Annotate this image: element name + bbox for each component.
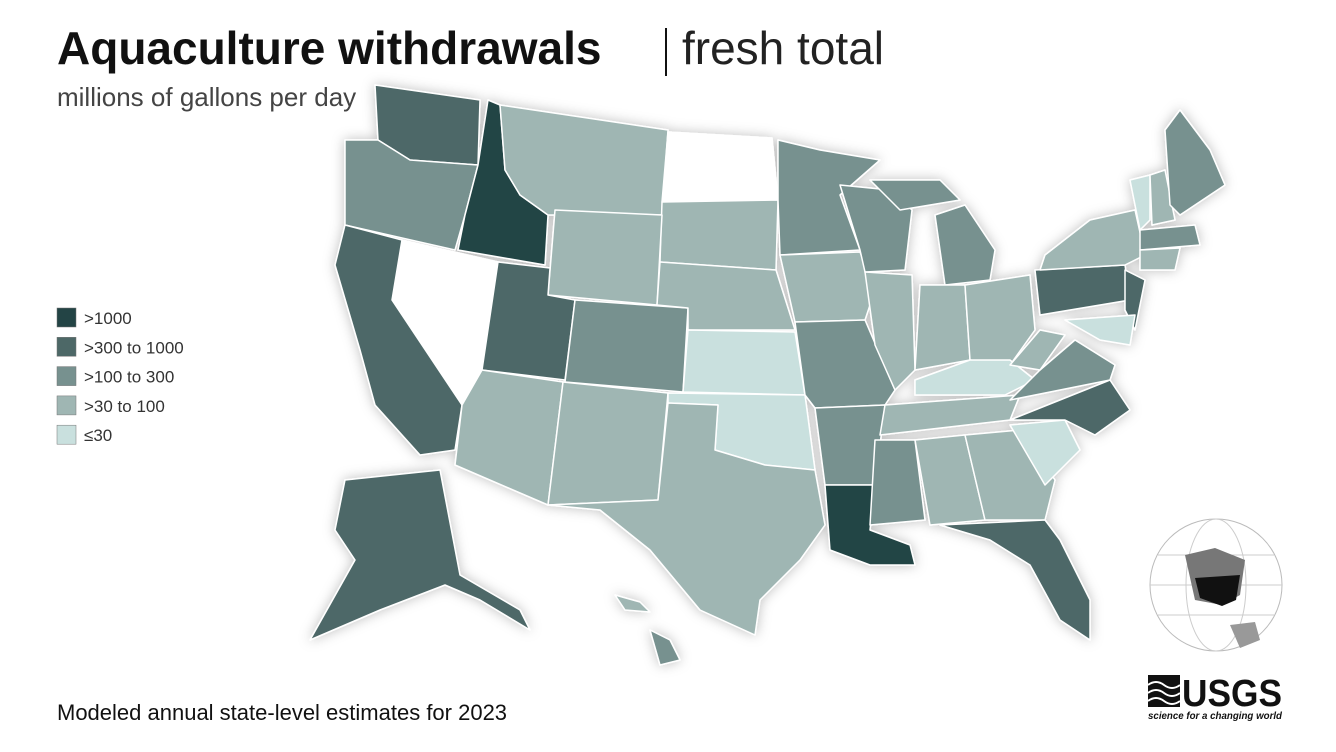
state bbox=[649, 629, 681, 666]
state bbox=[1064, 314, 1136, 346]
legend-swatch bbox=[56, 366, 77, 386]
legend-label: ≤30 bbox=[84, 426, 112, 445]
state bbox=[864, 271, 916, 391]
state bbox=[1129, 174, 1151, 231]
usgs-logo: USGS science for a changing world bbox=[1147, 673, 1283, 722]
state bbox=[1139, 247, 1181, 271]
legend-label: >100 to 300 bbox=[84, 368, 174, 387]
legend-swatch bbox=[56, 424, 77, 445]
state bbox=[869, 439, 926, 526]
state-map bbox=[309, 84, 1226, 666]
legend-label: >1000 bbox=[84, 309, 132, 328]
state bbox=[454, 369, 564, 506]
state bbox=[1009, 419, 1081, 486]
state bbox=[661, 131, 779, 203]
state bbox=[659, 199, 779, 271]
state bbox=[547, 209, 663, 306]
state bbox=[499, 104, 669, 216]
state bbox=[1009, 329, 1066, 371]
state bbox=[1139, 224, 1201, 251]
state bbox=[682, 329, 806, 396]
state bbox=[1009, 379, 1131, 436]
state bbox=[309, 469, 531, 641]
state bbox=[1149, 169, 1176, 226]
state bbox=[547, 381, 669, 506]
state bbox=[879, 394, 1021, 436]
legend-label: >30 to 100 bbox=[84, 397, 165, 416]
title: Aquaculture withdrawals bbox=[57, 22, 601, 74]
footer-note: Modeled annual state-level estimates for… bbox=[57, 700, 507, 725]
state bbox=[614, 594, 651, 613]
state bbox=[1039, 209, 1146, 271]
logo-tagline: science for a changing world bbox=[1148, 711, 1283, 722]
legend-swatch bbox=[56, 395, 77, 416]
state bbox=[777, 139, 881, 256]
title-suffix: fresh total bbox=[682, 22, 884, 74]
state bbox=[914, 284, 971, 371]
state bbox=[964, 274, 1036, 366]
logo-text: USGS bbox=[1182, 673, 1282, 715]
state bbox=[564, 299, 689, 393]
state bbox=[934, 204, 996, 286]
legend-label: >300 to 1000 bbox=[84, 338, 184, 357]
state bbox=[1009, 339, 1116, 401]
legend: >1000 >300 to 1000 >100 to 300 >30 to 100 ≤3… bbox=[56, 307, 184, 445]
state bbox=[869, 179, 961, 211]
state bbox=[334, 224, 463, 456]
globe-inset bbox=[1149, 518, 1283, 652]
state bbox=[547, 402, 826, 636]
legend-swatch bbox=[56, 307, 77, 328]
subtitle: millions of gallons per day bbox=[57, 82, 356, 112]
state bbox=[939, 519, 1091, 641]
state bbox=[1164, 109, 1226, 216]
legend-swatch bbox=[56, 337, 77, 357]
state bbox=[1034, 264, 1131, 316]
state bbox=[779, 251, 876, 323]
